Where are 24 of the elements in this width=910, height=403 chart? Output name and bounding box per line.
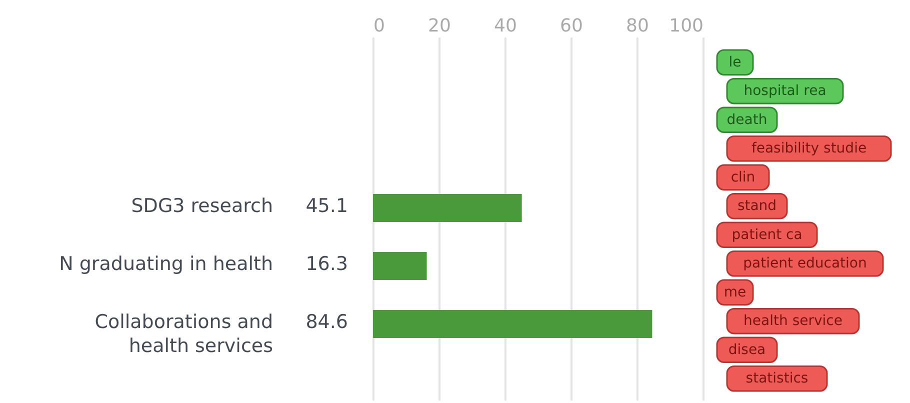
x2-tick-label: 40 bbox=[494, 16, 517, 36]
x2-tick-label: 100 bbox=[669, 16, 704, 36]
text: statistics bbox=[746, 370, 808, 387]
x2-tick-label: 60 bbox=[560, 16, 583, 36]
text: me bbox=[724, 284, 746, 300]
text: feasibility studie bbox=[751, 140, 867, 157]
text: clin bbox=[730, 169, 756, 186]
text: death bbox=[726, 112, 768, 128]
data-label: 45.1 bbox=[306, 195, 348, 218]
x2-tick-label: 20 bbox=[428, 16, 451, 36]
data-label: 84.6 bbox=[306, 311, 348, 334]
x2-tick-label: 80 bbox=[626, 16, 649, 36]
x2-tick-label: 0 bbox=[374, 16, 385, 36]
y-tick-label: N graduating in health bbox=[59, 253, 273, 276]
text: patient education bbox=[743, 256, 867, 272]
y-tick-label: Collaborations and health services bbox=[94, 311, 273, 358]
text: hospital rea bbox=[744, 83, 826, 100]
text: stand bbox=[737, 198, 777, 214]
text: health service bbox=[744, 313, 842, 330]
y-tick-label: SDG3 research bbox=[131, 195, 273, 218]
text: patient ca bbox=[732, 226, 802, 243]
text: le bbox=[728, 54, 742, 70]
text: disea bbox=[728, 342, 766, 358]
data-label: 16.3 bbox=[306, 253, 348, 276]
